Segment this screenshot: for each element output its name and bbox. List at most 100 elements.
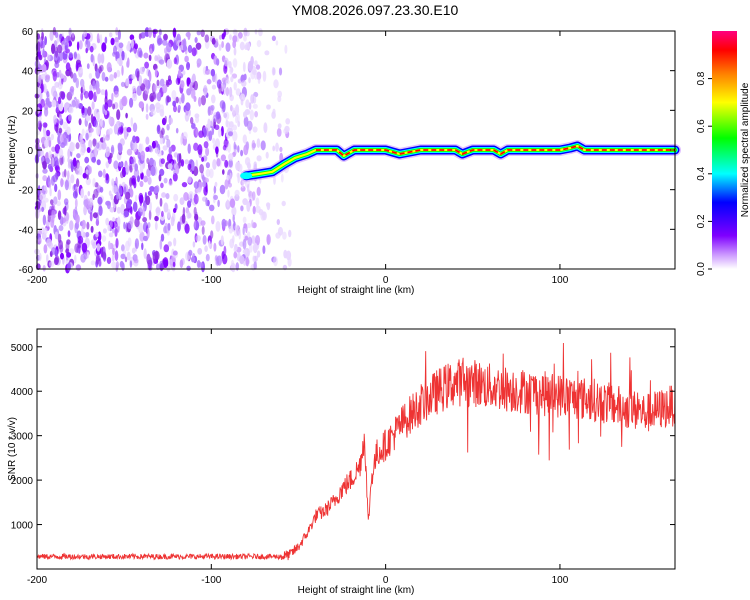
spectrogram-noise-cell <box>76 178 80 188</box>
spectrogram-noise-cell <box>232 58 238 68</box>
spectrogram-noise-cell <box>85 132 89 141</box>
spectrogram-noise-cell <box>58 96 62 105</box>
spectrogram-noise-cell <box>95 232 99 238</box>
spectrogram-noise-cell <box>138 33 142 40</box>
spectrogram-noise-cell <box>166 124 170 131</box>
x-tick-label: -100 <box>201 575 221 586</box>
colorbar-tick-label: 0.8 <box>696 71 707 85</box>
spectrogram-noise-cell <box>256 71 262 81</box>
spectrogram-noise-cell <box>114 250 119 261</box>
spectrogram-noise-cell <box>196 62 200 68</box>
spectrogram-noise-cell <box>124 256 128 263</box>
spectrogram-noise-cell <box>175 164 180 175</box>
spectrogram-noise-cell <box>223 57 229 67</box>
spectrogram-noise-cell <box>159 130 164 140</box>
spectrogram-noise-cell <box>116 109 121 121</box>
spectrogram-noise-cell <box>284 44 288 54</box>
spectrogram-noise-cell <box>63 38 68 46</box>
spectrogram-noise-cell <box>129 97 134 108</box>
spectrogram-noise-cell <box>80 226 84 238</box>
spectrogram-noise-cell <box>116 69 121 78</box>
spectrogram-noise-cell <box>108 32 113 38</box>
spectrogram-noise-cell <box>56 71 60 78</box>
spectrogram-noise-cell <box>145 146 150 152</box>
colorbar-tick-label: 0.4 <box>696 166 707 180</box>
spectrogram-noise-cell <box>53 114 57 125</box>
spectrogram-noise-cell <box>112 221 118 229</box>
spectrogram-noise-cell <box>48 150 52 159</box>
spectrogram-noise-cell <box>240 149 244 157</box>
spectrogram-noise-cell <box>118 161 123 167</box>
spectrogram-noise-cell <box>191 256 196 263</box>
spectrogram-noise-cell <box>233 47 237 56</box>
spectrogram-noise-cell <box>104 102 109 111</box>
spectrogram-noise-cell <box>84 39 91 48</box>
spectrogram-noise-cell <box>175 127 179 134</box>
spectrogram-noise-cell <box>93 188 99 199</box>
spectrogram-noise-cell <box>195 235 201 242</box>
spectrogram-noise-cell <box>41 206 45 212</box>
y-tick-label: 40 <box>22 67 34 78</box>
spectrogram-noise-cell <box>68 40 72 47</box>
spectrogram-noise-cell <box>154 215 159 222</box>
spectrogram-noise-cell <box>252 255 256 263</box>
spectrogram-noise-cell <box>287 257 292 267</box>
spectrogram-noise-cell <box>228 158 233 168</box>
spectrogram-noise-cell <box>143 175 149 183</box>
spectrogram-noise-cell <box>215 146 219 155</box>
spectrogram-noise-cell <box>221 101 226 113</box>
spectrogram-noise-cell <box>213 194 219 200</box>
spectrogram-noise-cell <box>139 66 145 75</box>
spectrogram-noise-cell <box>184 223 190 234</box>
spectrogram-noise-cell <box>166 138 171 148</box>
spectrogram-noise-cell <box>223 245 227 256</box>
spectrogram-noise-cell <box>172 261 176 268</box>
spectrogram-noise-cell <box>113 90 119 98</box>
spectrogram-noise-cell <box>243 144 249 156</box>
spectrogram-noise-cell <box>100 89 106 96</box>
spectrogram-noise-cell <box>229 34 232 40</box>
snr-line <box>36 342 676 561</box>
spectrogram-noise-cell <box>54 231 59 240</box>
x-tick-label: 100 <box>552 575 569 586</box>
spectrogram-noise-cell <box>112 227 115 234</box>
spectrogram-noise-cell <box>88 90 94 101</box>
spectrogram-noise-cell <box>62 217 66 223</box>
spectrogram-noise-cell <box>48 140 52 148</box>
spectrogram-noise-cell <box>186 210 191 219</box>
spectrogram-noise-cell <box>74 254 77 264</box>
spectrogram-noise-cell <box>69 220 74 231</box>
spectrogram-noise-cell <box>125 191 131 200</box>
spectrogram-noise-cell <box>239 41 245 51</box>
spectrogram-noise-cell <box>266 203 271 211</box>
x-tick-label: -100 <box>201 275 221 286</box>
spectrogram-noise-cell <box>145 136 150 145</box>
spectrogram-noise-cell <box>256 250 261 258</box>
spectrogram-noise-cell <box>214 181 218 187</box>
spectrogram-noise-cell <box>41 31 44 41</box>
spectrogram-noise-cell <box>228 61 232 69</box>
spectrogram-noise-cell <box>288 229 292 238</box>
spectrogram-noise-cell <box>168 146 172 155</box>
spectrogram-noise-cell <box>210 68 216 77</box>
spectrogram-noise-cell <box>78 40 83 50</box>
spectrogram-noise-cell <box>86 147 91 153</box>
spectrogram-noise-cell <box>51 43 56 55</box>
spectrogram-noise-cell <box>100 118 103 127</box>
spectrogram-noise-cell <box>42 160 47 170</box>
spectrogram-noise-cell <box>193 80 198 91</box>
spectrogram-noise-cell <box>74 206 78 214</box>
spectrogram-noise-cell <box>260 140 266 151</box>
spectrogram-noise-cell <box>178 97 182 105</box>
spectrogram-noise-cell <box>159 109 165 117</box>
spectrogram-noise-cell <box>167 163 173 170</box>
spectrogram-noise-cell <box>182 131 188 140</box>
spectrogram-noise-cell <box>273 79 279 89</box>
spectrogram-noise-cell <box>212 137 216 144</box>
spectrogram-noise-cell <box>58 127 63 134</box>
spectrogram-noise-cell <box>125 164 130 173</box>
spectrogram-noise-cell <box>110 37 115 46</box>
spectrogram-noise-cell <box>51 156 55 168</box>
spectrogram-noise-cell <box>180 80 185 89</box>
